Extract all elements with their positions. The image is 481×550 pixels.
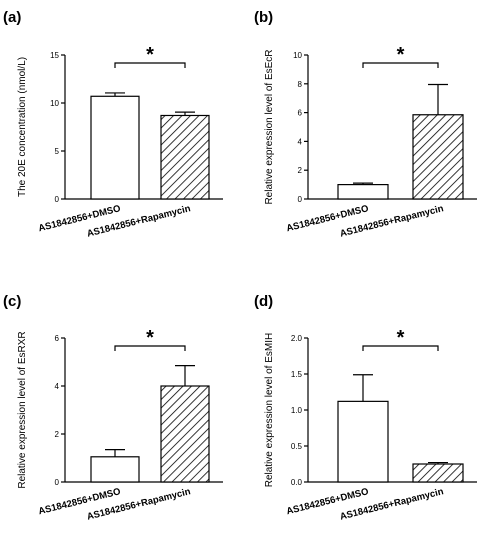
y-tick-label: 0 [298, 195, 303, 204]
y-tick-label: 0 [55, 478, 60, 487]
y-tick-label: 4 [298, 137, 303, 146]
bar [90, 95, 140, 200]
y-tick-label: 4 [55, 382, 60, 391]
bar [337, 400, 389, 483]
significance-mark: * [397, 327, 405, 349]
bar [160, 114, 210, 200]
panel-label: (b) [254, 9, 273, 26]
y-tick-label: 15 [50, 51, 59, 60]
y-tick-label: 0.0 [291, 478, 303, 487]
y-tick-label: 1.5 [291, 370, 303, 379]
significance-mark: * [146, 327, 154, 349]
y-tick-label: 8 [298, 80, 303, 89]
panel-label: (c) [3, 293, 21, 310]
chart-panel: (d) 0.0 0.5 1.0 1.5 2.0 Relative expression le… [254, 293, 477, 523]
significance-bracket [114, 62, 186, 68]
panel-label: (a) [3, 9, 21, 26]
bar [412, 463, 464, 483]
chart-panel: (c) 0 2 4 6 Relative expression level of EsRX… [3, 293, 223, 523]
y-tick-label: 10 [293, 51, 302, 60]
significance-mark: * [146, 44, 154, 66]
significance-mark: * [397, 44, 405, 66]
significance-bracket [362, 62, 439, 68]
y-axis-label: Relative expression level of EsRXR [17, 331, 28, 488]
y-tick-label: 1.0 [291, 406, 303, 415]
y-tick-label: 10 [50, 99, 59, 108]
panel-label: (d) [254, 293, 273, 310]
significance-bracket [114, 345, 186, 351]
y-tick-label: 0.5 [291, 442, 303, 451]
y-axis-label: Relative expression level of EsEcR [264, 49, 275, 204]
y-tick-label: 2 [55, 430, 60, 439]
significance-bracket [362, 345, 439, 351]
y-tick-label: 0 [55, 195, 60, 204]
y-tick-label: 6 [298, 109, 303, 118]
bar [412, 114, 464, 200]
bar [337, 184, 389, 200]
y-axis-label: Relative expression level of EsMIH [264, 333, 275, 488]
y-tick-label: 2 [298, 166, 303, 175]
y-tick-label: 2.0 [291, 334, 303, 343]
bar [90, 456, 140, 483]
bar [160, 385, 210, 483]
y-tick-label: 5 [55, 147, 60, 156]
chart-panel: (b) 0 2 4 6 8 10 Relative expression level of E… [254, 9, 477, 240]
y-tick-label: 6 [55, 334, 60, 343]
y-axis-label: The 20E concentration (nmol/L) [17, 57, 28, 197]
